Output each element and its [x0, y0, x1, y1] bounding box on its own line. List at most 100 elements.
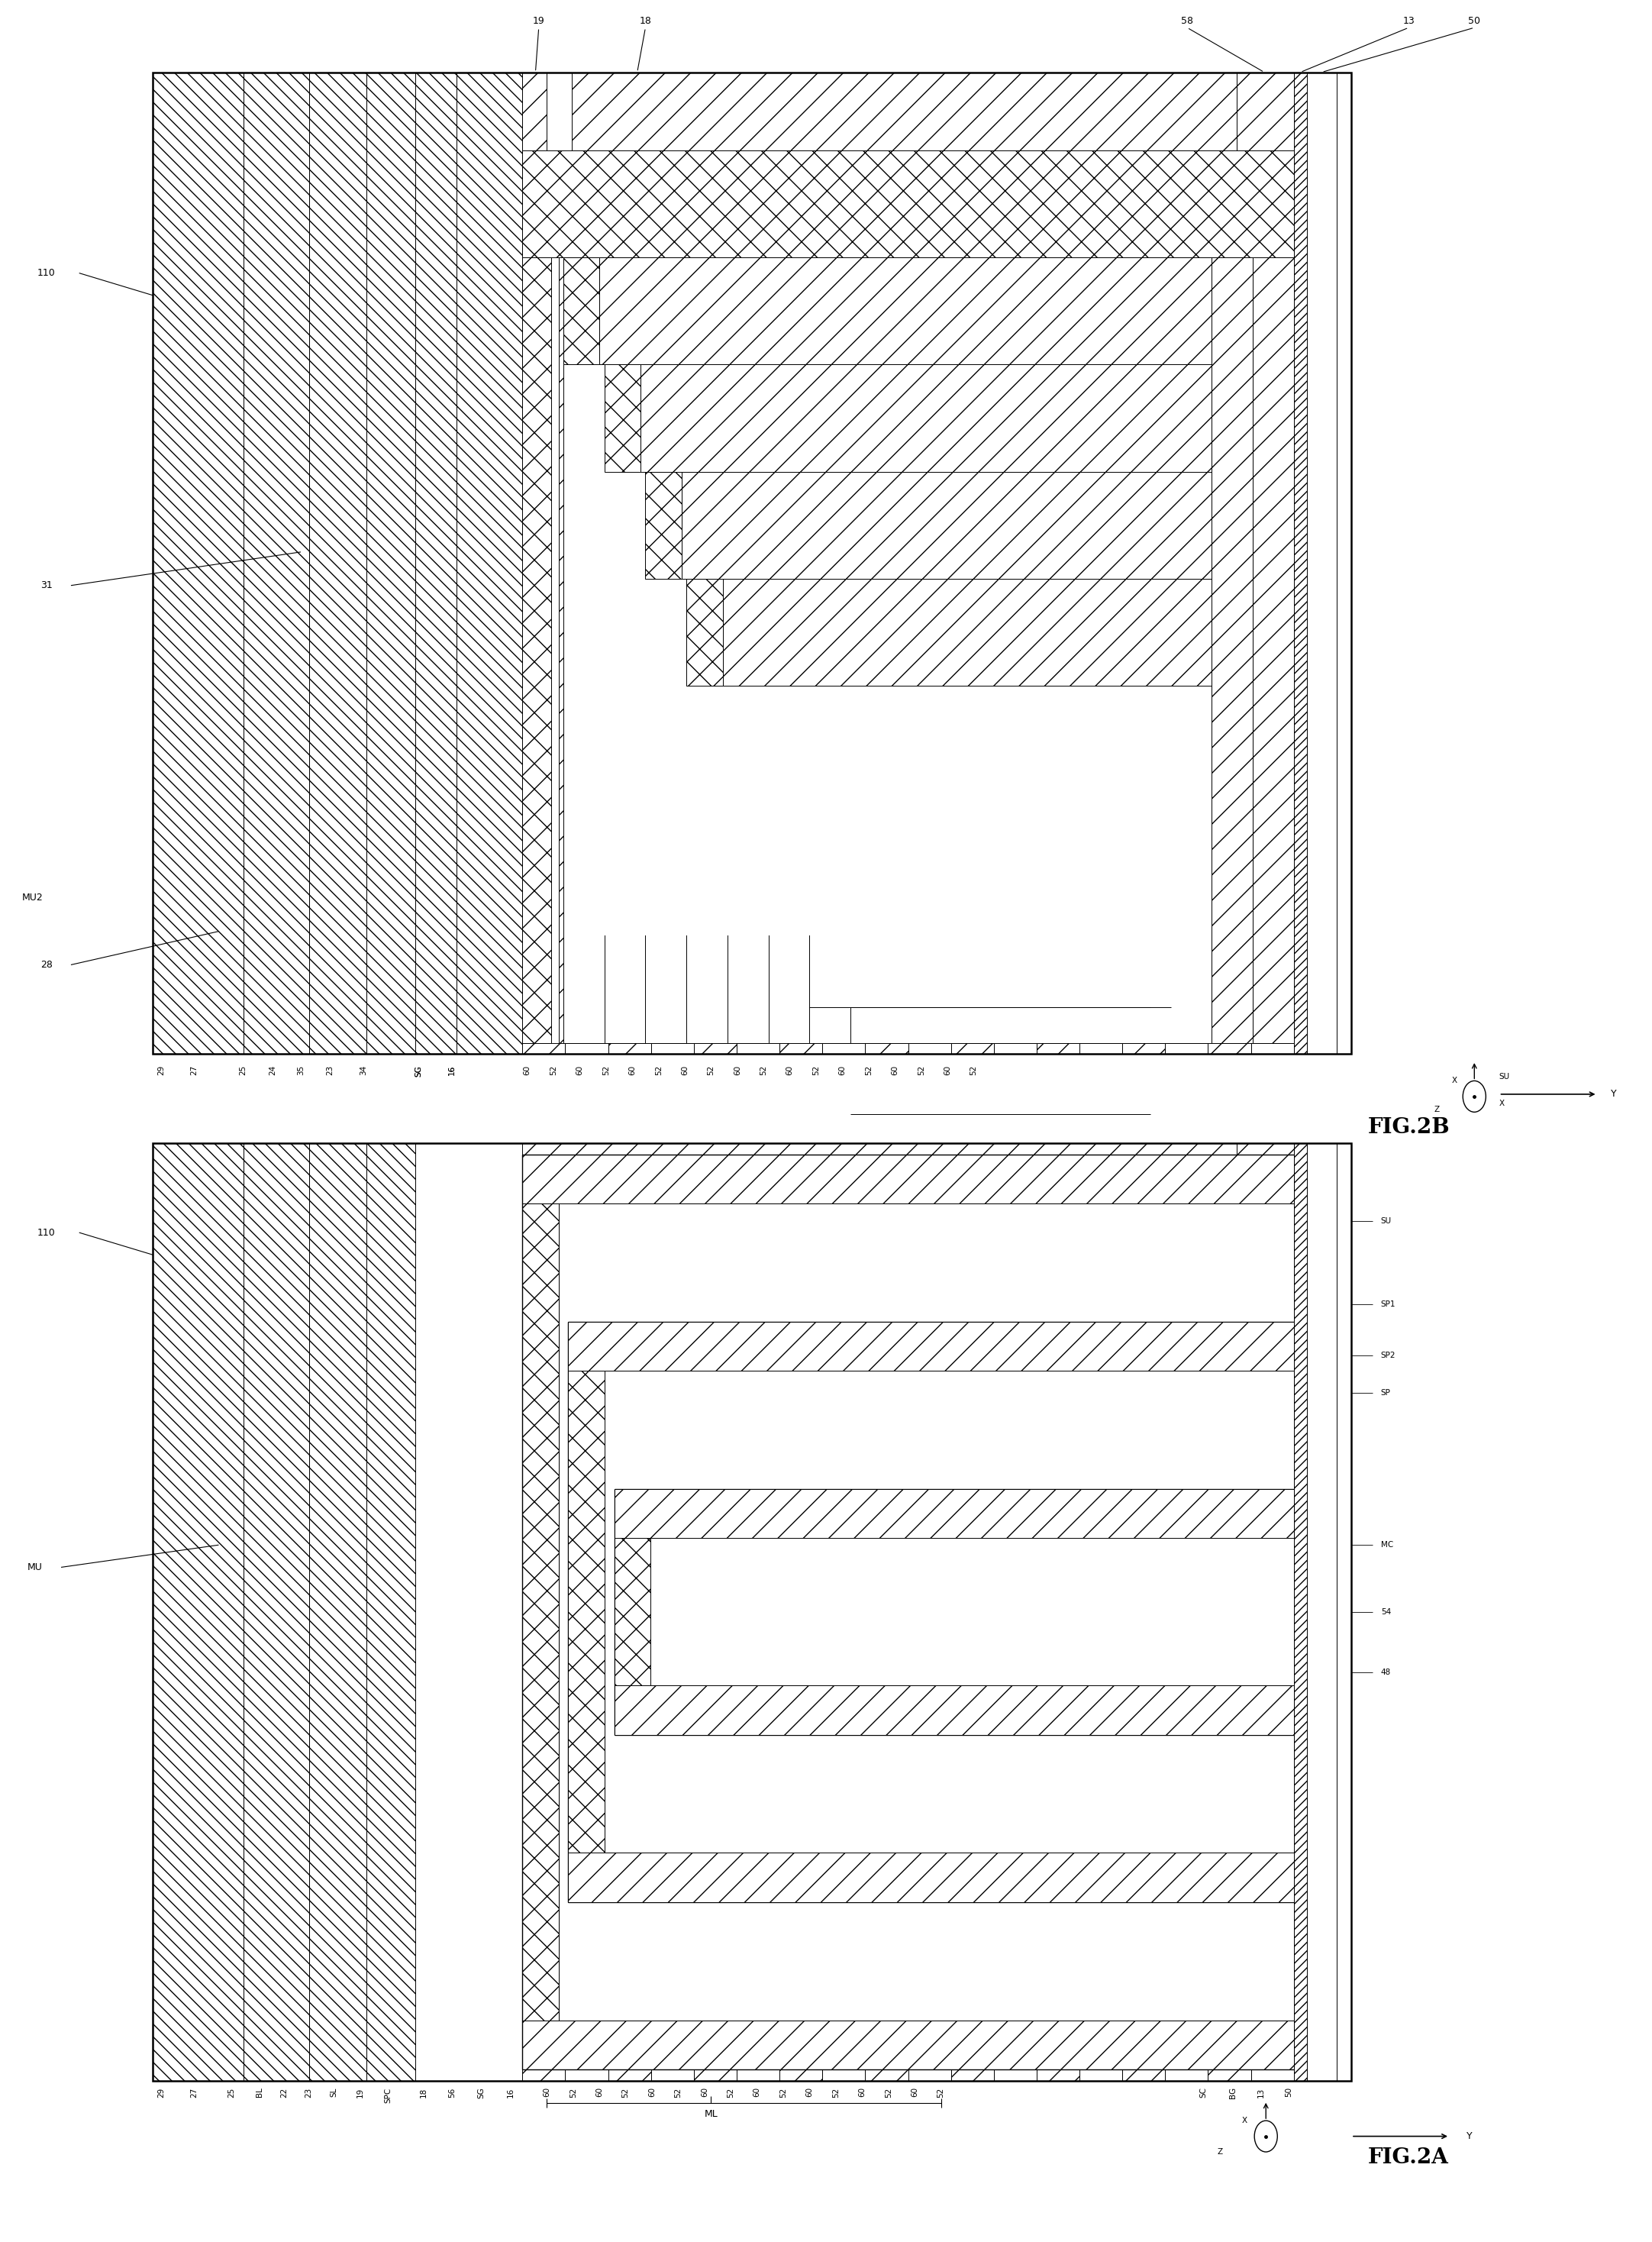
- Bar: [309, 72, 367, 1054]
- Bar: [568, 1323, 1294, 1370]
- Bar: [737, 1043, 780, 1054]
- Text: 50: 50: [1469, 16, 1480, 27]
- Text: SC: SC: [1199, 2087, 1208, 2099]
- Bar: [572, 72, 1236, 1054]
- Bar: [1079, 2069, 1122, 2081]
- Text: 25: 25: [228, 2087, 236, 2096]
- Bar: [952, 2069, 995, 2081]
- Bar: [563, 258, 600, 365]
- Text: 60: 60: [806, 2087, 813, 2096]
- Bar: [605, 471, 1274, 935]
- Text: 60: 60: [681, 1065, 689, 1076]
- Text: 52: 52: [833, 2087, 839, 2096]
- Bar: [563, 365, 1294, 1043]
- Text: 52: 52: [970, 1065, 978, 1076]
- Text: BL: BL: [256, 2087, 264, 2096]
- Bar: [608, 2069, 651, 2081]
- Text: SL: SL: [330, 2087, 337, 2096]
- Bar: [651, 2069, 694, 2081]
- Bar: [694, 1043, 737, 1054]
- Bar: [522, 2069, 565, 2081]
- Bar: [154, 72, 1351, 1054]
- Bar: [1294, 1143, 1307, 2081]
- Bar: [995, 2069, 1037, 2081]
- Text: Y: Y: [1611, 1090, 1616, 1099]
- Bar: [1251, 2069, 1294, 2081]
- Text: 60: 60: [910, 2087, 919, 2096]
- Text: 52: 52: [570, 2087, 577, 2096]
- Text: 52: 52: [917, 1065, 925, 1076]
- Bar: [605, 1370, 1294, 1852]
- Bar: [823, 2069, 866, 2081]
- Bar: [1208, 2069, 1251, 2081]
- Bar: [367, 1143, 416, 2081]
- Bar: [600, 258, 1294, 365]
- Bar: [565, 2069, 608, 2081]
- Text: BG: BG: [1229, 2087, 1237, 2099]
- Bar: [1208, 1043, 1251, 1054]
- Bar: [866, 1043, 909, 1054]
- Text: 35: 35: [297, 1065, 304, 1076]
- Bar: [608, 1043, 651, 1054]
- Text: 52: 52: [937, 2087, 945, 2096]
- Bar: [154, 72, 522, 1054]
- Text: 54: 54: [1381, 1608, 1391, 1616]
- Bar: [823, 1043, 866, 1054]
- Text: 60: 60: [859, 2087, 866, 2096]
- Text: MU: MU: [28, 1563, 43, 1572]
- Bar: [1122, 2069, 1165, 2081]
- Text: SU: SU: [1498, 1072, 1510, 1081]
- Bar: [154, 1143, 243, 2081]
- Bar: [687, 686, 1232, 722]
- Text: 60: 60: [733, 1065, 742, 1076]
- Bar: [780, 1043, 823, 1054]
- Text: SP1: SP1: [1381, 1300, 1396, 1307]
- Text: 16: 16: [448, 1065, 456, 1076]
- Bar: [154, 72, 1351, 1054]
- Text: Y: Y: [1465, 2132, 1472, 2141]
- Bar: [646, 578, 1252, 830]
- Text: Z: Z: [1434, 1105, 1439, 1114]
- Text: 52: 52: [813, 1065, 819, 1076]
- Bar: [605, 365, 641, 471]
- Bar: [909, 2069, 952, 2081]
- Bar: [154, 1143, 1351, 2081]
- Text: 28: 28: [40, 960, 53, 971]
- Bar: [522, 72, 547, 1054]
- Text: 52: 52: [866, 1065, 872, 1076]
- Bar: [218, 72, 456, 1054]
- Text: 13: 13: [1403, 16, 1414, 27]
- Bar: [722, 578, 1232, 686]
- Text: X: X: [1452, 1076, 1457, 1085]
- Text: SPC: SPC: [383, 2087, 392, 2103]
- Bar: [565, 1043, 608, 1054]
- Text: 23: 23: [327, 1065, 334, 1076]
- Text: 60: 60: [628, 1065, 636, 1076]
- Text: 19: 19: [532, 16, 545, 27]
- Text: 110: 110: [38, 1229, 56, 1238]
- Text: 29: 29: [157, 1065, 165, 1076]
- Text: SP: SP: [1381, 1390, 1391, 1397]
- Text: 58: 58: [1181, 16, 1193, 27]
- Text: 52: 52: [654, 1065, 662, 1076]
- Text: 56: 56: [448, 2087, 456, 2096]
- Bar: [154, 72, 243, 1054]
- Text: 13: 13: [1257, 2087, 1265, 2096]
- Bar: [243, 72, 309, 1054]
- Bar: [154, 1143, 1351, 2081]
- Text: SU: SU: [1381, 1217, 1391, 1224]
- Bar: [615, 1538, 651, 1686]
- Bar: [1079, 1043, 1122, 1054]
- Bar: [995, 1043, 1037, 1054]
- Bar: [1122, 1043, 1165, 1054]
- Text: 52: 52: [760, 1065, 768, 1076]
- Text: 18: 18: [639, 16, 651, 27]
- Text: 110: 110: [38, 269, 56, 278]
- Bar: [522, 1043, 565, 1054]
- Bar: [568, 1370, 605, 1852]
- Bar: [866, 2069, 909, 2081]
- Bar: [651, 1538, 1294, 1686]
- Text: 18: 18: [420, 2087, 428, 2096]
- Text: 27: 27: [190, 2087, 198, 2096]
- Text: MU2: MU2: [21, 892, 43, 904]
